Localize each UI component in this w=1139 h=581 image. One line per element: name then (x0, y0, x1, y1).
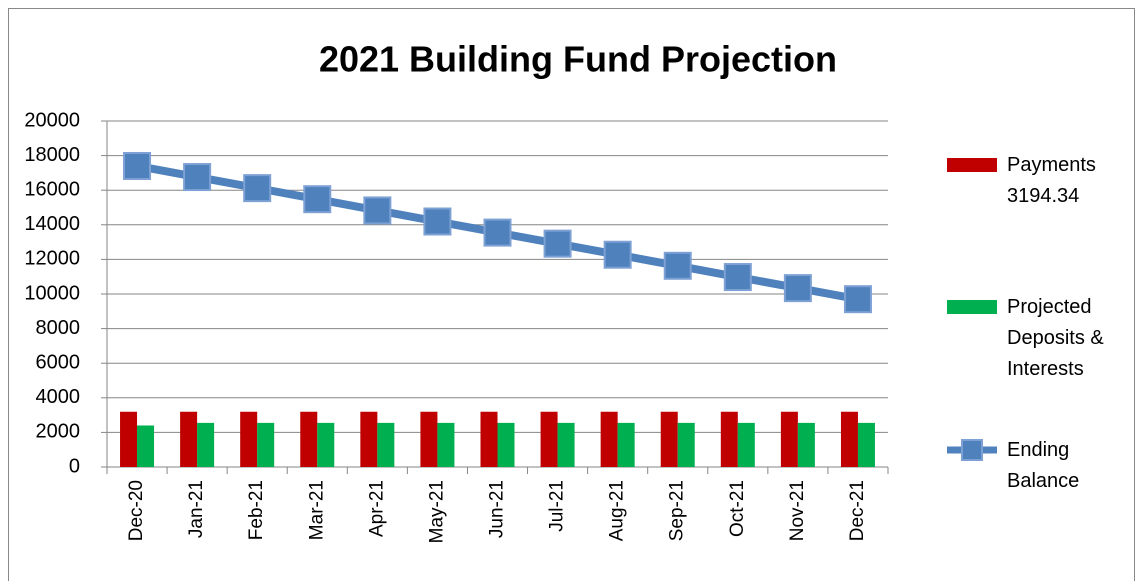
line-marker (843, 285, 872, 314)
x-tick-label: Oct-21 (727, 480, 748, 537)
bar (360, 411, 378, 467)
x-tick-label: Sep-21 (667, 480, 688, 541)
legend-swatch (947, 158, 997, 172)
bar (377, 422, 395, 467)
bar (480, 411, 498, 467)
y-tick-label: 12000 (24, 248, 80, 270)
line-marker (183, 163, 212, 192)
x-tick-label: Jul-21 (547, 480, 568, 532)
x-tick-label: Dec-20 (126, 480, 147, 541)
bar (317, 422, 335, 467)
x-tick-label: Nov-21 (787, 480, 808, 541)
bar (420, 411, 438, 467)
y-tick-label: 18000 (24, 144, 80, 166)
y-tick-label: 2000 (36, 421, 81, 443)
bar (617, 422, 635, 467)
line-marker (243, 174, 272, 203)
bar (180, 411, 198, 467)
bar (677, 422, 695, 467)
legend-marker (961, 439, 983, 461)
line-marker (483, 218, 512, 247)
bar (137, 425, 155, 467)
legend-label: Ending Balance (1007, 439, 1080, 492)
y-tick-label: 4000 (36, 386, 81, 408)
line-marker (543, 229, 572, 258)
line-marker (603, 240, 632, 269)
chart-border (8, 8, 1135, 581)
line-marker (723, 263, 752, 292)
x-tick-label: May-21 (426, 480, 447, 543)
bar (780, 411, 798, 467)
legend-swatch (947, 300, 997, 314)
bar (437, 422, 455, 467)
line-marker (423, 207, 452, 236)
y-tick-label: 16000 (24, 178, 80, 200)
bar (120, 411, 138, 467)
bar (240, 411, 258, 467)
x-tick-label: Mar-21 (306, 480, 327, 540)
bar (300, 411, 318, 467)
bar (557, 422, 575, 467)
bar (257, 422, 275, 467)
x-tick-label: Apr-21 (366, 480, 387, 537)
x-tick-label: Dec-21 (847, 480, 868, 541)
x-tick-label: Jan-21 (186, 480, 207, 538)
bar (197, 422, 215, 467)
y-tick-label: 10000 (24, 282, 80, 304)
bar (600, 411, 618, 467)
y-tick-label: 6000 (36, 351, 81, 373)
y-tick-label: 14000 (24, 213, 80, 235)
legend-label: Projected Deposits & Interests (1007, 296, 1104, 380)
bar (840, 411, 858, 467)
x-tick-label: Aug-21 (607, 480, 628, 541)
bar (497, 422, 515, 467)
y-tick-label: 0 (69, 455, 80, 477)
line-marker (123, 151, 152, 180)
line-marker (363, 196, 392, 225)
bar (857, 422, 875, 467)
legend-label: Payments 3194.34 (1007, 154, 1096, 207)
y-tick-label: 8000 (36, 317, 81, 339)
x-tick-label: Feb-21 (246, 480, 267, 540)
bar (540, 411, 558, 467)
bar (737, 422, 755, 467)
line-marker (303, 185, 332, 214)
x-tick-label: Jun-21 (487, 480, 508, 538)
y-tick-label: 20000 (24, 109, 80, 131)
line-marker (663, 251, 692, 280)
line-marker (783, 274, 812, 303)
bar (720, 411, 738, 467)
bar (660, 411, 678, 467)
bar (797, 422, 815, 467)
chart-title: 2021 Building Fund Projection (319, 39, 837, 80)
